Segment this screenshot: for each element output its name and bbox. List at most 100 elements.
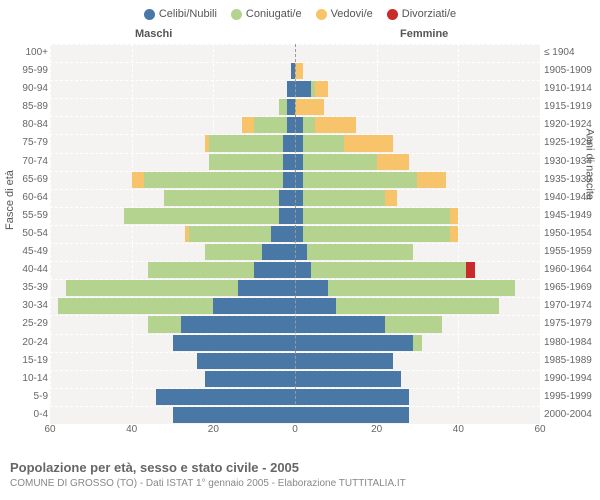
header-female: Femmine (400, 28, 448, 40)
center-line (295, 44, 296, 404)
x-tick: 60 (44, 424, 55, 435)
bar-female (295, 226, 458, 242)
bar-segment-con (303, 154, 377, 170)
bar-segment-cel (156, 389, 295, 405)
bar-male (205, 244, 295, 260)
bar-segment-cel (254, 262, 295, 278)
bar-segment-con (311, 262, 466, 278)
bar-female (295, 117, 356, 133)
bar-segment-ved (242, 117, 254, 133)
bar-female (295, 335, 422, 351)
year-label: 1915-1919 (544, 98, 600, 115)
age-label: 0-4 (0, 406, 48, 423)
year-label: 1980-1984 (544, 334, 600, 351)
legend-swatch-divorziati (387, 9, 398, 20)
age-label: 25-29 (0, 315, 48, 332)
bar-segment-cel (295, 335, 413, 351)
plot-background (50, 44, 540, 424)
bar-segment-cel (279, 190, 295, 206)
bar-segment-con (148, 262, 254, 278)
bar-segment-cel (279, 208, 295, 224)
year-label: 1975-1979 (544, 315, 600, 332)
bar-segment-ved (295, 63, 303, 79)
x-tick: 60 (534, 424, 545, 435)
bar-segment-cel (197, 353, 295, 369)
bar-female (295, 135, 393, 151)
legend-swatch-celibi (144, 9, 155, 20)
legend-item: Coniugati/e (231, 8, 302, 20)
age-label: 35-39 (0, 279, 48, 296)
bar-segment-con (148, 316, 181, 332)
bar-male (66, 280, 295, 296)
bar-segment-con (205, 244, 262, 260)
bar-segment-con (279, 99, 287, 115)
bar-segment-cel (295, 190, 303, 206)
bar-segment-con (66, 280, 238, 296)
x-tick: 20 (371, 424, 382, 435)
bar-segment-ved (315, 117, 356, 133)
year-label: 1950-1954 (544, 225, 600, 242)
bar-male (205, 135, 295, 151)
bar-female (295, 99, 324, 115)
bar-female (295, 63, 303, 79)
bar-segment-cel (295, 117, 303, 133)
bar-segment-cel (287, 99, 295, 115)
bar-segment-ved (295, 99, 324, 115)
age-label: 100+ (0, 44, 48, 61)
bar-female (295, 353, 393, 369)
year-label: 1995-1999 (544, 388, 600, 405)
x-axis: 6040200204060 (50, 424, 540, 440)
chart-subtitle: COMUNE DI GROSSO (TO) - Dati ISTAT 1° ge… (10, 478, 406, 489)
year-label: 1985-1989 (544, 352, 600, 369)
bar-segment-ved (450, 208, 458, 224)
bar-male (287, 81, 295, 97)
legend-item: Divorziati/e (387, 8, 456, 20)
bar-male (156, 389, 295, 405)
bar-male (164, 190, 295, 206)
age-label: 20-24 (0, 334, 48, 351)
bar-segment-cel (271, 226, 296, 242)
bar-male (148, 316, 295, 332)
bar-segment-con (303, 117, 315, 133)
x-tick: 40 (126, 424, 137, 435)
bar-segment-cel (173, 407, 296, 423)
header-male: Maschi (135, 28, 172, 40)
bar-segment-con (189, 226, 271, 242)
bar-segment-cel (283, 135, 295, 151)
bar-segment-cel (295, 154, 303, 170)
x-tick: 40 (453, 424, 464, 435)
legend-label: Divorziati/e (402, 8, 456, 20)
legend-label: Coniugati/e (246, 8, 302, 20)
bar-segment-con (254, 117, 287, 133)
bar-segment-cel (295, 280, 328, 296)
bar-segment-con (413, 335, 421, 351)
legend-item: Vedovi/e (316, 8, 373, 20)
bar-segment-ved (344, 135, 393, 151)
bar-female (295, 208, 458, 224)
year-label: 1905-1909 (544, 62, 600, 79)
bar-female (295, 407, 409, 423)
bar-segment-con (303, 190, 385, 206)
age-label: 50-54 (0, 225, 48, 242)
year-label: 1940-1944 (544, 189, 600, 206)
bar-segment-con (307, 244, 413, 260)
age-label: 65-69 (0, 171, 48, 188)
bar-segment-ved (377, 154, 410, 170)
age-label: 85-89 (0, 98, 48, 115)
year-label: 1965-1969 (544, 279, 600, 296)
bar-segment-cel (295, 81, 311, 97)
bar-segment-div (466, 262, 474, 278)
bar-male (185, 226, 295, 242)
bar-segment-cel (295, 172, 303, 188)
bar-male (173, 335, 296, 351)
legend-swatch-vedovi (316, 9, 327, 20)
bar-segment-cel (295, 389, 409, 405)
bar-segment-con (303, 208, 450, 224)
bar-female (295, 316, 442, 332)
bar-segment-cel (287, 117, 295, 133)
bar-segment-cel (295, 226, 303, 242)
bar-female (295, 154, 409, 170)
age-label: 5-9 (0, 388, 48, 405)
bar-female (295, 172, 446, 188)
bar-segment-ved (385, 190, 397, 206)
